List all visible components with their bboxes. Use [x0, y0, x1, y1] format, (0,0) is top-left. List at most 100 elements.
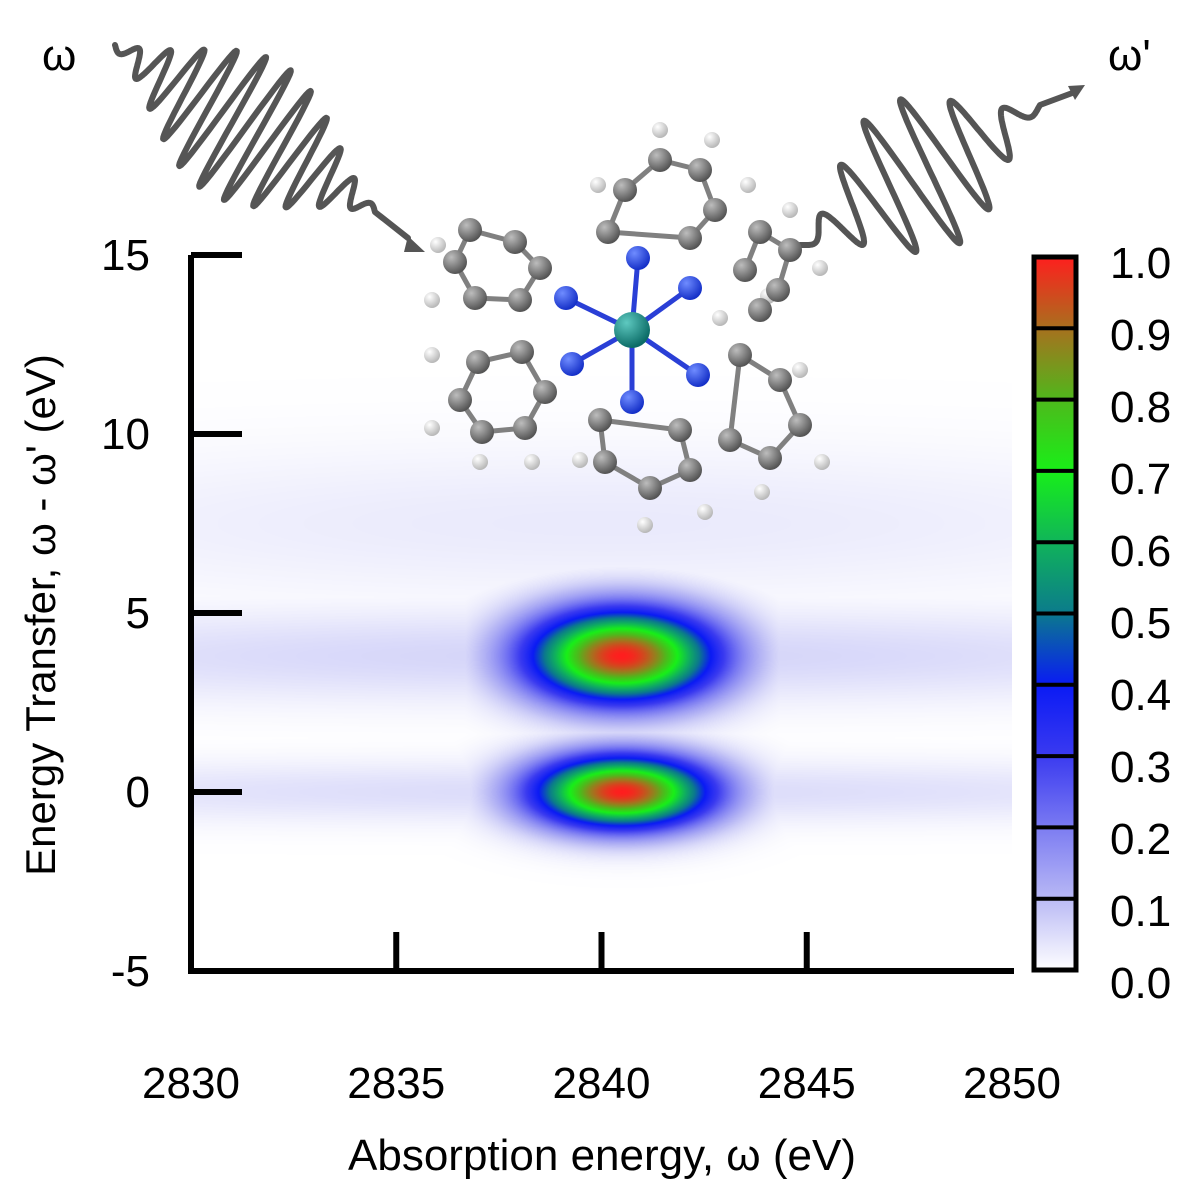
molecule-atom	[728, 343, 752, 367]
molecule-atom	[472, 454, 488, 470]
molecule-atom	[448, 388, 472, 412]
molecule-atom	[704, 132, 720, 148]
molecule-atom	[748, 298, 772, 322]
colorbar-tick-label: 0.7	[1110, 455, 1171, 504]
emitted-arrow-head	[1068, 85, 1085, 100]
molecule-atom	[588, 408, 612, 432]
omega-label: ω	[42, 31, 76, 80]
molecule-atom	[668, 418, 692, 442]
molecule-atom	[814, 454, 830, 470]
colorbar-segment	[1034, 827, 1076, 899]
molecule-atom	[463, 286, 487, 310]
molecule-atom	[733, 258, 757, 282]
colorbar-segment	[1034, 898, 1076, 970]
molecule-atom	[678, 276, 702, 300]
molecule-atom	[470, 420, 494, 444]
colorbar-tick-label: 0.9	[1110, 311, 1171, 360]
colorbar-tick-label: 0.4	[1110, 671, 1171, 720]
colorbar-segment	[1034, 613, 1076, 685]
molecule-atom	[596, 220, 620, 244]
molecule-atom	[652, 122, 668, 138]
colorbar-segment	[1034, 542, 1076, 614]
molecule-atom	[678, 226, 702, 250]
molecule-atom	[593, 450, 617, 474]
molecule-atom	[458, 218, 482, 242]
colorbar-tick-label: 1.0	[1110, 239, 1171, 288]
colorbar-tick-label: 0.8	[1110, 383, 1171, 432]
omega-prime-label: ω'	[1108, 31, 1151, 80]
colorbar-tick-label: 0.0	[1110, 959, 1171, 1008]
molecule-atom	[590, 177, 606, 193]
y-axis-title: Energy Transfer, ω - ω' (eV)	[17, 354, 64, 876]
molecule-atom	[703, 198, 727, 222]
colorbar-tick-label: 0.6	[1110, 527, 1171, 576]
molecule-atom	[424, 420, 440, 436]
colorbar-segment	[1034, 470, 1076, 543]
heatmap-image	[191, 255, 1012, 971]
molecule-atom	[766, 278, 790, 302]
colorbar-tick-label: 0.1	[1110, 887, 1171, 936]
y-tick-label: 5	[126, 589, 150, 638]
molecule-atom	[554, 286, 578, 310]
molecule-atom	[503, 230, 527, 254]
molecule-atom	[788, 413, 812, 437]
molecule-atom	[510, 340, 534, 364]
x-tick-label: 2845	[758, 1059, 856, 1108]
x-ticks: 2830 2835 2840 2845 2850	[142, 932, 1061, 1108]
molecule-atom	[424, 292, 440, 308]
x-tick-label: 2835	[347, 1059, 445, 1108]
molecule-atom	[697, 504, 713, 520]
molecule-atom	[782, 202, 798, 218]
colorbar-segment	[1034, 684, 1076, 757]
emitted-photon-wave	[797, 85, 1085, 255]
molecule-atom	[718, 428, 742, 452]
molecule-atom	[626, 246, 650, 270]
molecule-atom	[812, 260, 828, 276]
colorbar: 1.0 0.9 0.8 0.7 0.6 0.5 0.4 0.3 0.2 0.1 0.0	[1031, 239, 1171, 1008]
molecule-atom	[678, 458, 702, 482]
colorbar-tick-label: 0.2	[1110, 815, 1171, 864]
molecule-bond	[727, 354, 743, 441]
molecule-atom	[424, 347, 440, 363]
x-tick-label: 2850	[963, 1059, 1061, 1108]
molecule-illustration	[424, 122, 830, 533]
molecule-atom	[528, 256, 552, 280]
molecule-atom	[688, 158, 712, 182]
molecule-atom	[748, 220, 772, 244]
molecule-atom	[613, 178, 637, 202]
y-tick-label: 15	[101, 231, 150, 280]
x-axis-title: Absorption energy, ω (eV)	[348, 1131, 856, 1180]
molecule-atom	[614, 312, 650, 348]
y-ticks: -5 0 5 10 15	[101, 231, 242, 996]
molecule-atom	[768, 368, 792, 392]
molecule-atom	[430, 237, 446, 253]
molecule-atom	[508, 288, 532, 312]
molecule-bond	[607, 229, 691, 241]
incident-arrow-head	[404, 236, 425, 252]
molecule-atom	[648, 148, 672, 172]
y-tick-label: 0	[126, 768, 150, 817]
molecule-atom	[443, 250, 467, 274]
molecule-atom	[560, 352, 584, 376]
colorbar-segment	[1034, 756, 1076, 828]
molecule-atom	[637, 517, 653, 533]
molecule-atom	[466, 350, 490, 374]
x-tick-label: 2830	[142, 1059, 240, 1108]
colorbar-segment	[1034, 328, 1076, 400]
molecule-atom	[712, 310, 728, 326]
molecule-atom	[533, 380, 557, 404]
y-tick-label: -5	[111, 947, 150, 996]
x-tick-label: 2840	[553, 1059, 651, 1108]
molecule-atom	[638, 476, 662, 500]
incident-photon-wave	[112, 42, 425, 252]
colorbar-segment	[1034, 399, 1076, 471]
colorbar-frame	[1031, 254, 1079, 973]
y-tick-label: 10	[101, 410, 150, 459]
colorbar-tick-label: 0.3	[1110, 743, 1171, 792]
molecule-atom	[778, 238, 802, 262]
molecule-atom	[620, 390, 644, 414]
molecule-atom	[524, 454, 540, 470]
heatmap-layer	[191, 255, 1012, 971]
molecule-atom	[572, 452, 588, 468]
